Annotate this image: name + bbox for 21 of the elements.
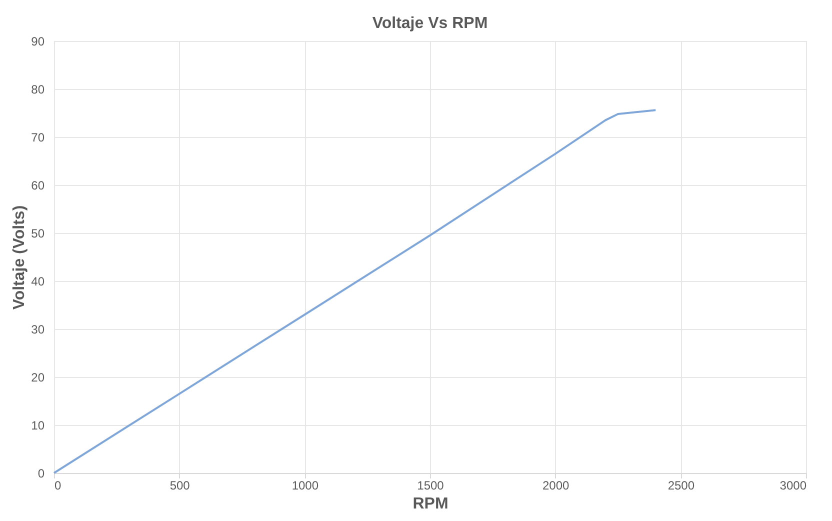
x-tick-label: 1500 xyxy=(417,478,444,492)
line-series xyxy=(53,109,657,474)
chart-title: Voltaje Vs RPM xyxy=(372,15,488,32)
y-tick-label: 90 xyxy=(31,34,45,48)
x-tick-label: 2500 xyxy=(668,478,695,492)
y-tick-label: 80 xyxy=(31,82,45,96)
x-tick-label: 0 xyxy=(54,478,62,492)
y-tick-label: 40 xyxy=(31,274,45,288)
y-tick-label: 10 xyxy=(31,418,45,432)
y-tick-label: 20 xyxy=(31,370,45,384)
y-tick-label: 60 xyxy=(31,178,45,192)
x-tick-label: 500 xyxy=(170,478,190,492)
y-tick-label: 0 xyxy=(38,466,45,480)
x-axis-title: RPM xyxy=(412,496,448,512)
y-axis-title: Voltaje (Volts) xyxy=(11,205,28,310)
x-tick-label: 3000 xyxy=(780,478,807,492)
x-tick-label: 2000 xyxy=(542,478,570,492)
y-tick-label: 50 xyxy=(31,226,45,240)
y-tick-label: 70 xyxy=(31,130,45,144)
y-tick-label: 30 xyxy=(31,322,45,336)
x-tick-label: 1000 xyxy=(292,478,319,492)
